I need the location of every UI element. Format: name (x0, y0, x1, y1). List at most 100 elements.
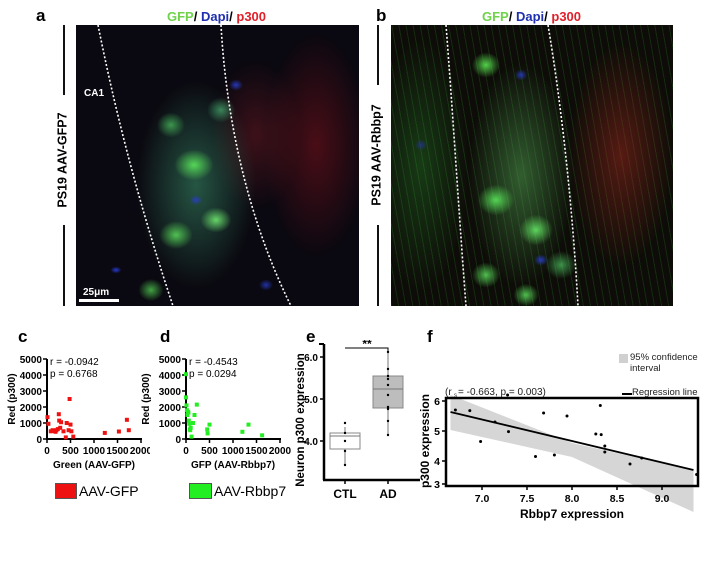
panel-b-side-line-bottom (377, 225, 379, 306)
svg-text:4: 4 (434, 456, 440, 468)
svg-text:3: 3 (434, 479, 440, 491)
svg-text:0: 0 (175, 435, 181, 446)
panel-a-stain-title: GFP/ Dapi/ p300 (167, 9, 266, 24)
svg-text:4.0: 4.0 (304, 437, 318, 448)
svg-text:2000: 2000 (269, 446, 292, 457)
svg-text:8.0: 8.0 (565, 493, 580, 505)
svg-text:Rbbp7 expression: Rbbp7 expression (520, 507, 624, 521)
svg-text:(r: (r (445, 387, 452, 398)
panel-d-points (184, 372, 265, 439)
svg-text:3000: 3000 (20, 387, 43, 398)
panel-b-side-line-top (377, 25, 379, 85)
panel-a-side-line-bottom (63, 225, 65, 306)
svg-text:5.0: 5.0 (304, 395, 318, 406)
sep: / (193, 9, 201, 24)
svg-text:Red (p300): Red (p300) (141, 373, 152, 424)
svg-text:3000: 3000 (159, 387, 182, 398)
panel-a-side-line-top (63, 25, 65, 95)
scale-bar (79, 299, 119, 302)
svg-text:1000: 1000 (83, 446, 106, 457)
svg-text:5: 5 (434, 426, 440, 438)
svg-text:1500: 1500 (245, 446, 268, 457)
svg-text:r = -0.0942: r = -0.0942 (50, 357, 99, 368)
svg-text:500: 500 (62, 446, 79, 457)
panel-c-letter: c (18, 327, 28, 346)
svg-text:5000: 5000 (20, 355, 43, 366)
svg-text:1500: 1500 (106, 446, 129, 457)
svg-text:0: 0 (44, 446, 50, 457)
svg-text:2000: 2000 (130, 446, 150, 457)
panel-c-points (45, 397, 131, 440)
panel-b-micrograph (391, 25, 673, 306)
p300-label: p300 (236, 9, 267, 24)
panel-f-legend-line-swatch (622, 393, 632, 395)
dapi-label: Dapi (200, 9, 230, 24)
panel-e-letter: e (306, 327, 316, 346)
sep: / (544, 9, 552, 24)
svg-text:= -0.663, p = 0.003): = -0.663, p = 0.003) (458, 387, 546, 398)
scale-bar-label: 25μm (83, 287, 110, 298)
ci-label-line1: 95% confidence (630, 352, 698, 363)
panel-b-condition-label: PS19 AAV-Rbbp7 (370, 104, 385, 206)
region-label-ca1: CA1 (84, 88, 105, 99)
svg-text:Red (p300): Red (p300) (7, 373, 18, 424)
svg-text:4000: 4000 (159, 371, 182, 382)
svg-text:9.0: 9.0 (655, 493, 670, 505)
svg-text:8.5: 8.5 (610, 493, 625, 505)
panel-b-stain-title: GFP/ Dapi/ p300 (482, 9, 581, 24)
panel-d-letter: d (160, 327, 171, 346)
svg-text:r = -0.4543: r = -0.4543 (189, 357, 238, 368)
gfp-label: GFP (482, 9, 509, 24)
svg-text:1000: 1000 (159, 419, 182, 430)
svg-text:1000: 1000 (222, 446, 245, 457)
svg-text:7.5: 7.5 (520, 493, 535, 505)
panel-f-points (453, 393, 699, 476)
panel-e-box-plot: Neuron p300 expression 6.0 5.0 4.0 CTL AD *… (295, 340, 420, 501)
panel-a-letter: a (36, 6, 46, 25)
panel-b-boundary-lines (445, 25, 579, 306)
svg-text:p300 expression: p300 expression (420, 394, 432, 488)
svg-text:2000: 2000 (159, 403, 182, 414)
panel-d-legend-swatch (189, 483, 212, 499)
svg-text:500: 500 (201, 446, 218, 457)
panel-f-regression-plot: (r s = -0.663, p = 0.003) 6 5 4 3 7.0 7.5 8.0… (420, 387, 700, 521)
panel-f-legend-line-label: Regression line (632, 387, 698, 398)
svg-text:p = 0.6768: p = 0.6768 (50, 369, 98, 380)
svg-text:4000: 4000 (20, 371, 43, 382)
panel-c-legend-label: AAV-GFP (79, 483, 139, 499)
svg-text:AD: AD (379, 487, 397, 501)
panel-c-legend-swatch (55, 483, 77, 499)
svg-text:7.0: 7.0 (475, 493, 490, 505)
panel-d-legend-label: AAV-Rbbp7 (214, 483, 287, 499)
panel-a-micrograph: CA1 25μm (76, 25, 359, 306)
svg-text:p = 0.0294: p = 0.0294 (189, 369, 237, 380)
svg-text:s: s (454, 393, 457, 399)
panel-f-legend-ci-swatch (619, 354, 628, 363)
ci-band (450, 395, 694, 512)
regression-line (450, 411, 694, 471)
svg-text:Neuron p300 expression: Neuron p300 expression (295, 353, 307, 487)
svg-text:1000: 1000 (20, 419, 43, 430)
ci-label-line2: interval (630, 363, 661, 374)
gfp-label: GFP (167, 9, 194, 24)
svg-text:**: ** (362, 340, 372, 351)
svg-text:0: 0 (36, 435, 42, 446)
panel-f-legend-ci-label: 95% confidence interval (630, 352, 698, 374)
svg-text:6.0: 6.0 (304, 353, 318, 364)
panel-f-letter: f (427, 327, 433, 346)
panel-b-letter: b (376, 6, 387, 25)
svg-text:0: 0 (183, 446, 189, 457)
svg-text:5000: 5000 (159, 355, 182, 366)
svg-text:6: 6 (434, 396, 440, 408)
svg-text:CTL: CTL (333, 487, 356, 501)
svg-text:Green (AAV-GFP): Green (AAV-GFP) (53, 460, 135, 471)
panel-a-condition-label: PS19 AAV-GFP7 (56, 112, 70, 208)
svg-text:GFP (AAV-Rbbp7): GFP (AAV-Rbbp7) (191, 460, 275, 471)
panel-a-boundary-lines (97, 25, 292, 306)
dapi-label: Dapi (515, 9, 545, 24)
p300-label: p300 (551, 9, 582, 24)
